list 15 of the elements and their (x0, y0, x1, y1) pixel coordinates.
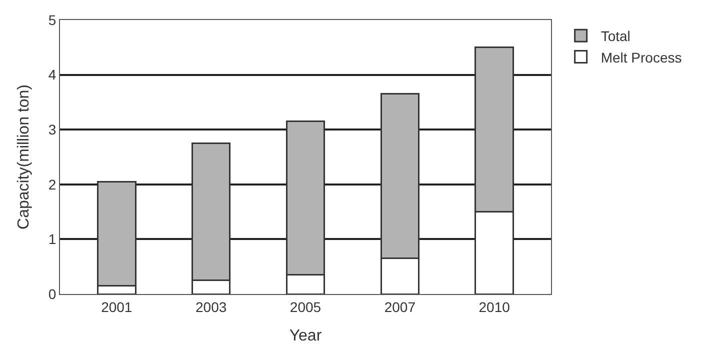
y-tick-label: 0 (48, 286, 56, 302)
y-tick-label: 4 (48, 66, 56, 83)
y-axis-title: Capacity(million ton) (15, 84, 32, 230)
y-tick-label: 5 (48, 12, 56, 28)
x-axis-title: Year (289, 328, 322, 344)
x-tick-label: 2007 (384, 298, 416, 315)
x-tick-label: 2005 (290, 298, 322, 315)
y-tick-label: 3 (48, 122, 56, 138)
legend-label: Melt Process (600, 49, 682, 66)
y-tick-label: 1 (48, 231, 56, 248)
x-tick-label: 2010 (478, 298, 510, 315)
legend-label: Total (600, 28, 630, 44)
x-tick-label: 2003 (196, 298, 227, 315)
y-tick-label: 2 (48, 176, 56, 192)
x-tick-label: 2001 (101, 298, 132, 315)
